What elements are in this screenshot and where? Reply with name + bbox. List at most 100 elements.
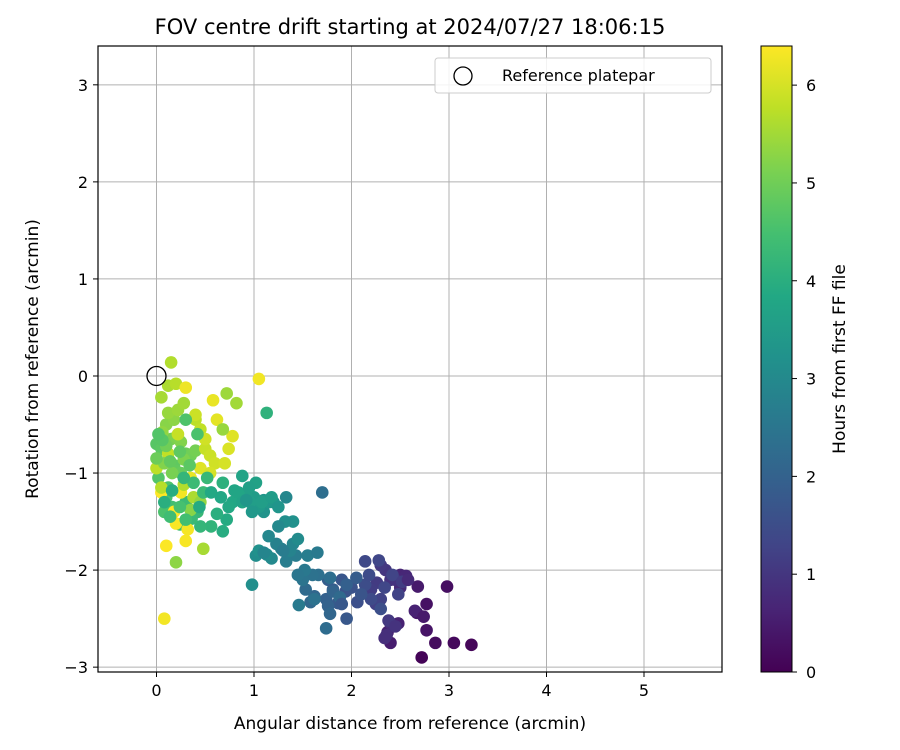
data-point	[216, 423, 230, 436]
data-point	[465, 638, 478, 652]
x-ticks: 0 1 2 3 4 5	[151, 672, 649, 700]
data-point	[272, 500, 285, 514]
data-point	[340, 612, 353, 625]
data-point	[177, 471, 191, 485]
data-point	[236, 469, 249, 483]
data-point	[245, 505, 259, 519]
data-point	[245, 578, 259, 591]
data-point	[159, 539, 173, 553]
data-point	[239, 493, 253, 507]
data-point	[179, 381, 193, 394]
data-point	[218, 457, 232, 470]
data-point	[179, 513, 193, 526]
data-point	[216, 476, 230, 490]
data-point	[158, 495, 171, 509]
data-point	[415, 651, 429, 664]
data-point	[299, 583, 312, 596]
data-point	[181, 523, 194, 536]
data-point	[155, 481, 168, 494]
data-point	[179, 534, 193, 548]
data-point	[191, 427, 204, 441]
data-point	[323, 571, 337, 585]
x-tick-label: 2	[346, 681, 356, 700]
data-point	[292, 598, 306, 612]
y-tick-label: −1	[64, 464, 88, 483]
data-point	[358, 555, 372, 568]
data-point	[279, 555, 293, 568]
data-point	[362, 568, 376, 582]
data-point	[389, 620, 402, 633]
data-point	[291, 568, 305, 582]
data-point	[204, 486, 218, 499]
data-point	[173, 500, 187, 514]
data-point	[158, 612, 171, 625]
data-point	[340, 578, 353, 591]
data-point	[171, 427, 185, 441]
data-point	[311, 546, 324, 559]
data-point	[161, 406, 175, 420]
data-point	[210, 507, 224, 521]
data-point	[386, 568, 399, 582]
data-point	[194, 520, 207, 533]
colorbar-label: Hours from first FF file	[830, 264, 850, 454]
y-tick-label: −3	[64, 658, 88, 677]
y-tick-label: −2	[64, 561, 88, 580]
data-point	[255, 495, 269, 509]
data-point	[163, 510, 177, 524]
data-point	[169, 556, 183, 569]
colorbar-ticks: 0 1 2 3 4 5 6	[792, 76, 816, 682]
data-point	[374, 602, 388, 616]
x-tick-label: 3	[444, 681, 454, 700]
legend: Reference platepar	[434, 57, 712, 94]
data-point	[152, 427, 165, 441]
reference-platepar-marker	[146, 365, 167, 387]
x-tick-label: 5	[639, 681, 649, 700]
data-point	[417, 610, 430, 623]
colorbar-tick-label: 4	[806, 272, 816, 291]
reference-point	[146, 365, 167, 387]
data-point	[187, 476, 200, 490]
data-point	[230, 396, 243, 410]
data-point	[335, 597, 349, 611]
data-point	[169, 377, 183, 391]
data-point	[420, 597, 433, 611]
data-point	[194, 461, 207, 475]
colorbar-tick-label: 0	[806, 663, 816, 682]
y-ticks: −3 −2 −1 0 1 2 3	[64, 76, 98, 677]
data-point	[222, 500, 235, 514]
data-point	[429, 636, 442, 650]
data-point	[260, 406, 273, 420]
data-point	[291, 532, 305, 546]
data-point	[308, 592, 321, 606]
data-point	[392, 588, 405, 601]
data-point	[440, 580, 454, 593]
data-point	[179, 413, 193, 426]
colorbar-tick-label: 6	[806, 76, 816, 95]
data-point	[193, 500, 206, 514]
colorbar-tick-label: 2	[806, 467, 816, 486]
scatter-points	[150, 356, 478, 664]
data-point	[197, 542, 210, 556]
data-point	[208, 457, 222, 470]
data-point	[272, 520, 285, 533]
data-point	[232, 486, 245, 499]
data-point	[183, 458, 196, 472]
chart-title: FOV centre drift starting at 2024/07/27 …	[155, 15, 666, 39]
legend-box	[434, 57, 712, 94]
data-point	[214, 491, 228, 504]
data-point	[189, 444, 202, 458]
data-point	[204, 520, 218, 533]
x-axis-label: Angular distance from reference (arcmin)	[234, 714, 586, 734]
data-point	[222, 442, 235, 456]
y-tick-label: 3	[78, 76, 88, 95]
data-point	[301, 549, 314, 562]
data-point	[319, 622, 333, 635]
data-point	[378, 631, 391, 645]
data-point	[374, 592, 388, 606]
x-tick-label: 0	[151, 681, 161, 700]
data-point	[155, 391, 168, 404]
data-point	[163, 455, 177, 468]
data-point	[372, 554, 386, 567]
data-point	[257, 546, 271, 559]
